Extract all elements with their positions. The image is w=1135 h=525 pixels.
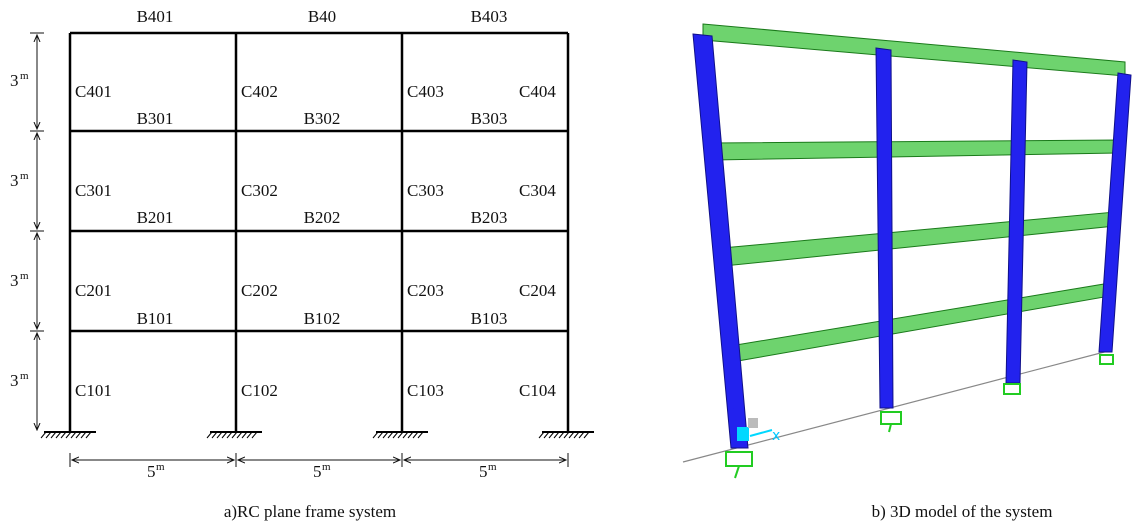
height-dim: 3 [10,71,19,90]
column-label: C303 [407,181,444,200]
column-label: C202 [241,281,278,300]
height-dim: 3 [10,271,19,290]
column-label: C201 [75,281,112,300]
svg-text:x: x [772,428,780,444]
height-dim: 3 [10,371,19,390]
column-label: C101 [75,381,112,400]
beam-label: B40 [308,7,336,26]
span-dim-unit: m [488,461,497,473]
support-hatch [41,432,46,438]
height-dim-unit: m [20,270,29,282]
column-label: C103 [407,381,444,400]
column-label: C403 [407,82,444,101]
beam-label: B303 [471,109,508,128]
3d-model: x z [683,24,1131,478]
support-hatch [539,432,544,438]
column-label: C102 [241,381,278,400]
beam-label: B403 [471,7,508,26]
beams-3d [703,24,1125,362]
beam-label: B103 [471,309,508,328]
span-dim: 5 [147,462,156,481]
beam-label: B203 [471,208,508,227]
column-label: C104 [519,381,556,400]
column-label: C302 [241,181,278,200]
plane-frame: B401 B40 B403 B301 B302 B303 B201 B202 B203 B101 B… [10,7,594,481]
beam-label: B202 [304,208,341,227]
figure: B401 B40 B403 B301 B302 B303 B201 B202 B203 B101 B… [0,0,1135,525]
span-dim-unit: m [156,461,165,473]
supports-3d [726,355,1113,478]
span-dim-unit: m [322,461,331,473]
beam-label: B301 [137,109,174,128]
column-label: C401 [75,82,112,101]
support-hatch [373,432,378,438]
fixed-supports [41,432,594,438]
beam-label: B401 [137,7,174,26]
frame-lines [70,33,568,432]
height-dim-unit: m [20,370,29,382]
caption: a)RC plane frame system [224,502,396,521]
column-label: C304 [519,181,556,200]
beam-label: B101 [137,309,174,328]
span-dim: 5 [479,462,488,481]
span-dim: 5 [313,462,322,481]
height-dim-unit: m [20,70,29,82]
column-label: C301 [75,181,112,200]
column-label: C404 [519,82,556,101]
svg-text:z: z [728,403,735,418]
caption: b) 3D model of the system [872,502,1053,521]
column-label: C203 [407,281,444,300]
beam-label: B302 [304,109,341,128]
height-dim: 3 [10,171,19,190]
beam-label: B102 [304,309,341,328]
beam-label: B201 [137,208,174,227]
column-label: C402 [241,82,278,101]
support-hatch [207,432,212,438]
column-label: C204 [519,281,556,300]
height-dim-unit: m [20,170,29,182]
